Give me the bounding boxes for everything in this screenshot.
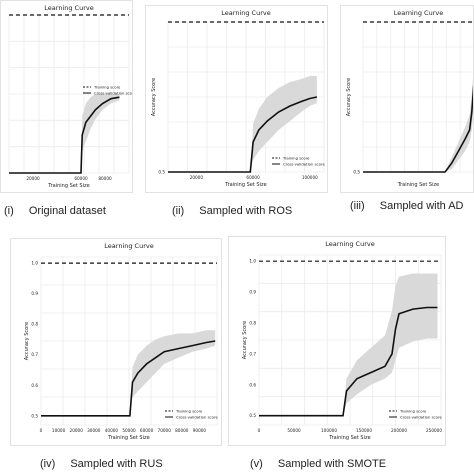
legend-entry: Cross-validation score [176, 415, 218, 420]
x-tick-label: 50000 [122, 428, 136, 433]
y-tick-label: 0.6 [31, 383, 38, 388]
caption-sampled-ros: (ii) Sampled with ROS [172, 205, 292, 217]
x-tick-label: 50000 [287, 428, 301, 433]
chart-original-dataset: Learning Curve 20000 60000 80000 Training Se… [8, 4, 133, 189]
legend-entry: Training score [93, 85, 121, 90]
y-tick-label: 0.6 [249, 382, 256, 387]
y-tick-label: 0.7 [249, 351, 256, 356]
panel-sampled-rus: Learning Curve 0 10000 20000 30000 40000 50000… [10, 238, 222, 446]
x-tick-label: 20000 [26, 176, 40, 181]
x-tick-label: 40000 [105, 428, 119, 433]
x-tick-label: 60000 [74, 176, 88, 181]
cross-validation-band [41, 330, 216, 416]
caption-text: Sampled with SMOTE [277, 458, 387, 470]
legend-entry: Cross-validation score [400, 415, 442, 420]
cross-validation-score-line [259, 306, 438, 417]
caption-original-dataset: (i) Original dataset [4, 205, 106, 217]
chart-sampled-ros: Learning Curve 20000 60000 100000 0.5 Trainin… [151, 9, 325, 188]
x-tick-label: 80000 [175, 428, 189, 433]
x-tick-label: 250000 [426, 428, 442, 433]
chart-sampled-adasyn: Learning Curve 0.5 Training Set Size Accura… [346, 9, 473, 188]
y-axis-label: Accuracy Score [242, 321, 248, 359]
y-tick-label: 0.5 [158, 170, 165, 175]
x-tick-label: 90000 [193, 428, 207, 433]
grid [40, 256, 218, 426]
x-tick-label: 0 [40, 428, 43, 433]
chart-title: Learning Curve [221, 9, 270, 17]
caption-text: Sampled with AD [379, 200, 464, 212]
panel-sampled-adasyn: Learning Curve 0.5 Training Set Size Accura… [340, 5, 474, 193]
caption-sampled-adasyn: (iii) Sampled with AD [350, 200, 464, 212]
y-tick-label: 0.8 [31, 322, 38, 327]
cross-validation-score-line [9, 96, 120, 174]
caption-number: (iii) [350, 200, 365, 212]
x-tick-label: 200000 [391, 428, 407, 433]
panel-sampled-ros: Learning Curve 20000 60000 100000 0.5 Trainin… [145, 5, 328, 193]
panel-original-dataset: Learning Curve 20000 60000 80000 Training Se… [0, 0, 133, 193]
x-axis-label: Training Set Size [224, 182, 266, 188]
x-tick-label: 70000 [158, 428, 172, 433]
y-axis-label: Accuracy Score [346, 78, 352, 116]
x-tick-label: 20000 [190, 175, 204, 180]
chart-sampled-smote: Learning Curve 0 50000 100000 150000 200000 25… [242, 240, 442, 441]
legend-entry: Cross-validation score [283, 162, 325, 167]
cross-validation-band [168, 76, 317, 172]
chart-title: Learning Curve [44, 4, 93, 12]
caption-text: Original dataset [28, 205, 106, 217]
x-axis-label: Training Set Size [107, 435, 149, 441]
y-tick-label: 1.0 [31, 261, 38, 266]
y-tick-label: 0.9 [249, 290, 256, 295]
chart-title: Learning Curve [104, 242, 153, 250]
caption-text: Sampled with RUS [70, 458, 163, 470]
x-tick-label: 0 [258, 428, 261, 433]
x-tick-label: 150000 [356, 428, 372, 433]
x-axis-label: Training Set Size [47, 183, 89, 189]
y-tick-label: 0.7 [31, 352, 38, 357]
x-tick-label: 100000 [321, 428, 337, 433]
x-axis-label: Training Set Size [397, 182, 439, 188]
caption-sampled-rus: (iv) Sampled with RUS [40, 458, 163, 470]
cross-validation-score-line [363, 84, 473, 173]
y-tick-label: 0.9 [31, 291, 38, 296]
y-tick-label: 0.5 [353, 170, 360, 175]
caption-number: (i) [4, 205, 14, 217]
x-tick-label: 20000 [70, 428, 84, 433]
chart-title: Learning Curve [325, 240, 374, 248]
x-tick-label: 30000 [87, 428, 101, 433]
x-axis-label: Training Set Size [328, 435, 370, 441]
grid [167, 21, 325, 173]
chart-title: Learning Curve [394, 9, 443, 17]
y-tick-label: 0.5 [249, 413, 256, 418]
caption-number: (v) [250, 458, 263, 470]
x-tick-label: 80000 [98, 176, 112, 181]
caption-text: Sampled with ROS [199, 205, 293, 217]
y-tick-label: 0.8 [249, 321, 256, 326]
x-tick-label: 60000 [246, 175, 260, 180]
legend-entry: Training score [175, 409, 203, 414]
legend-entry: Training score [282, 156, 310, 161]
legend-entry: Training score [399, 409, 427, 414]
x-tick-label: 100000 [302, 175, 318, 180]
y-axis-label: Accuracy Score [151, 78, 157, 116]
cross-validation-band [259, 273, 438, 416]
panel-sampled-smote: Learning Curve 0 50000 100000 150000 200000 25… [228, 236, 446, 446]
x-tick-label: 60000 [140, 428, 154, 433]
caption-sampled-smote: (v) Sampled with SMOTE [250, 458, 386, 470]
caption-number: (ii) [172, 205, 185, 217]
caption-number: (iv) [40, 458, 56, 470]
chart-sampled-rus: Learning Curve 0 10000 20000 30000 40000 50000… [24, 242, 218, 441]
cross-validation-score-line [168, 96, 318, 173]
y-axis-label: Accuracy Score [24, 322, 30, 360]
cross-validation-band [9, 94, 120, 173]
y-tick-label: 0.5 [31, 413, 38, 418]
x-tick-label: 10000 [52, 428, 66, 433]
legend-entry: Cross-validation score [94, 91, 133, 96]
y-tick-label: 1.0 [249, 259, 256, 264]
cross-validation-score-line [41, 340, 216, 417]
